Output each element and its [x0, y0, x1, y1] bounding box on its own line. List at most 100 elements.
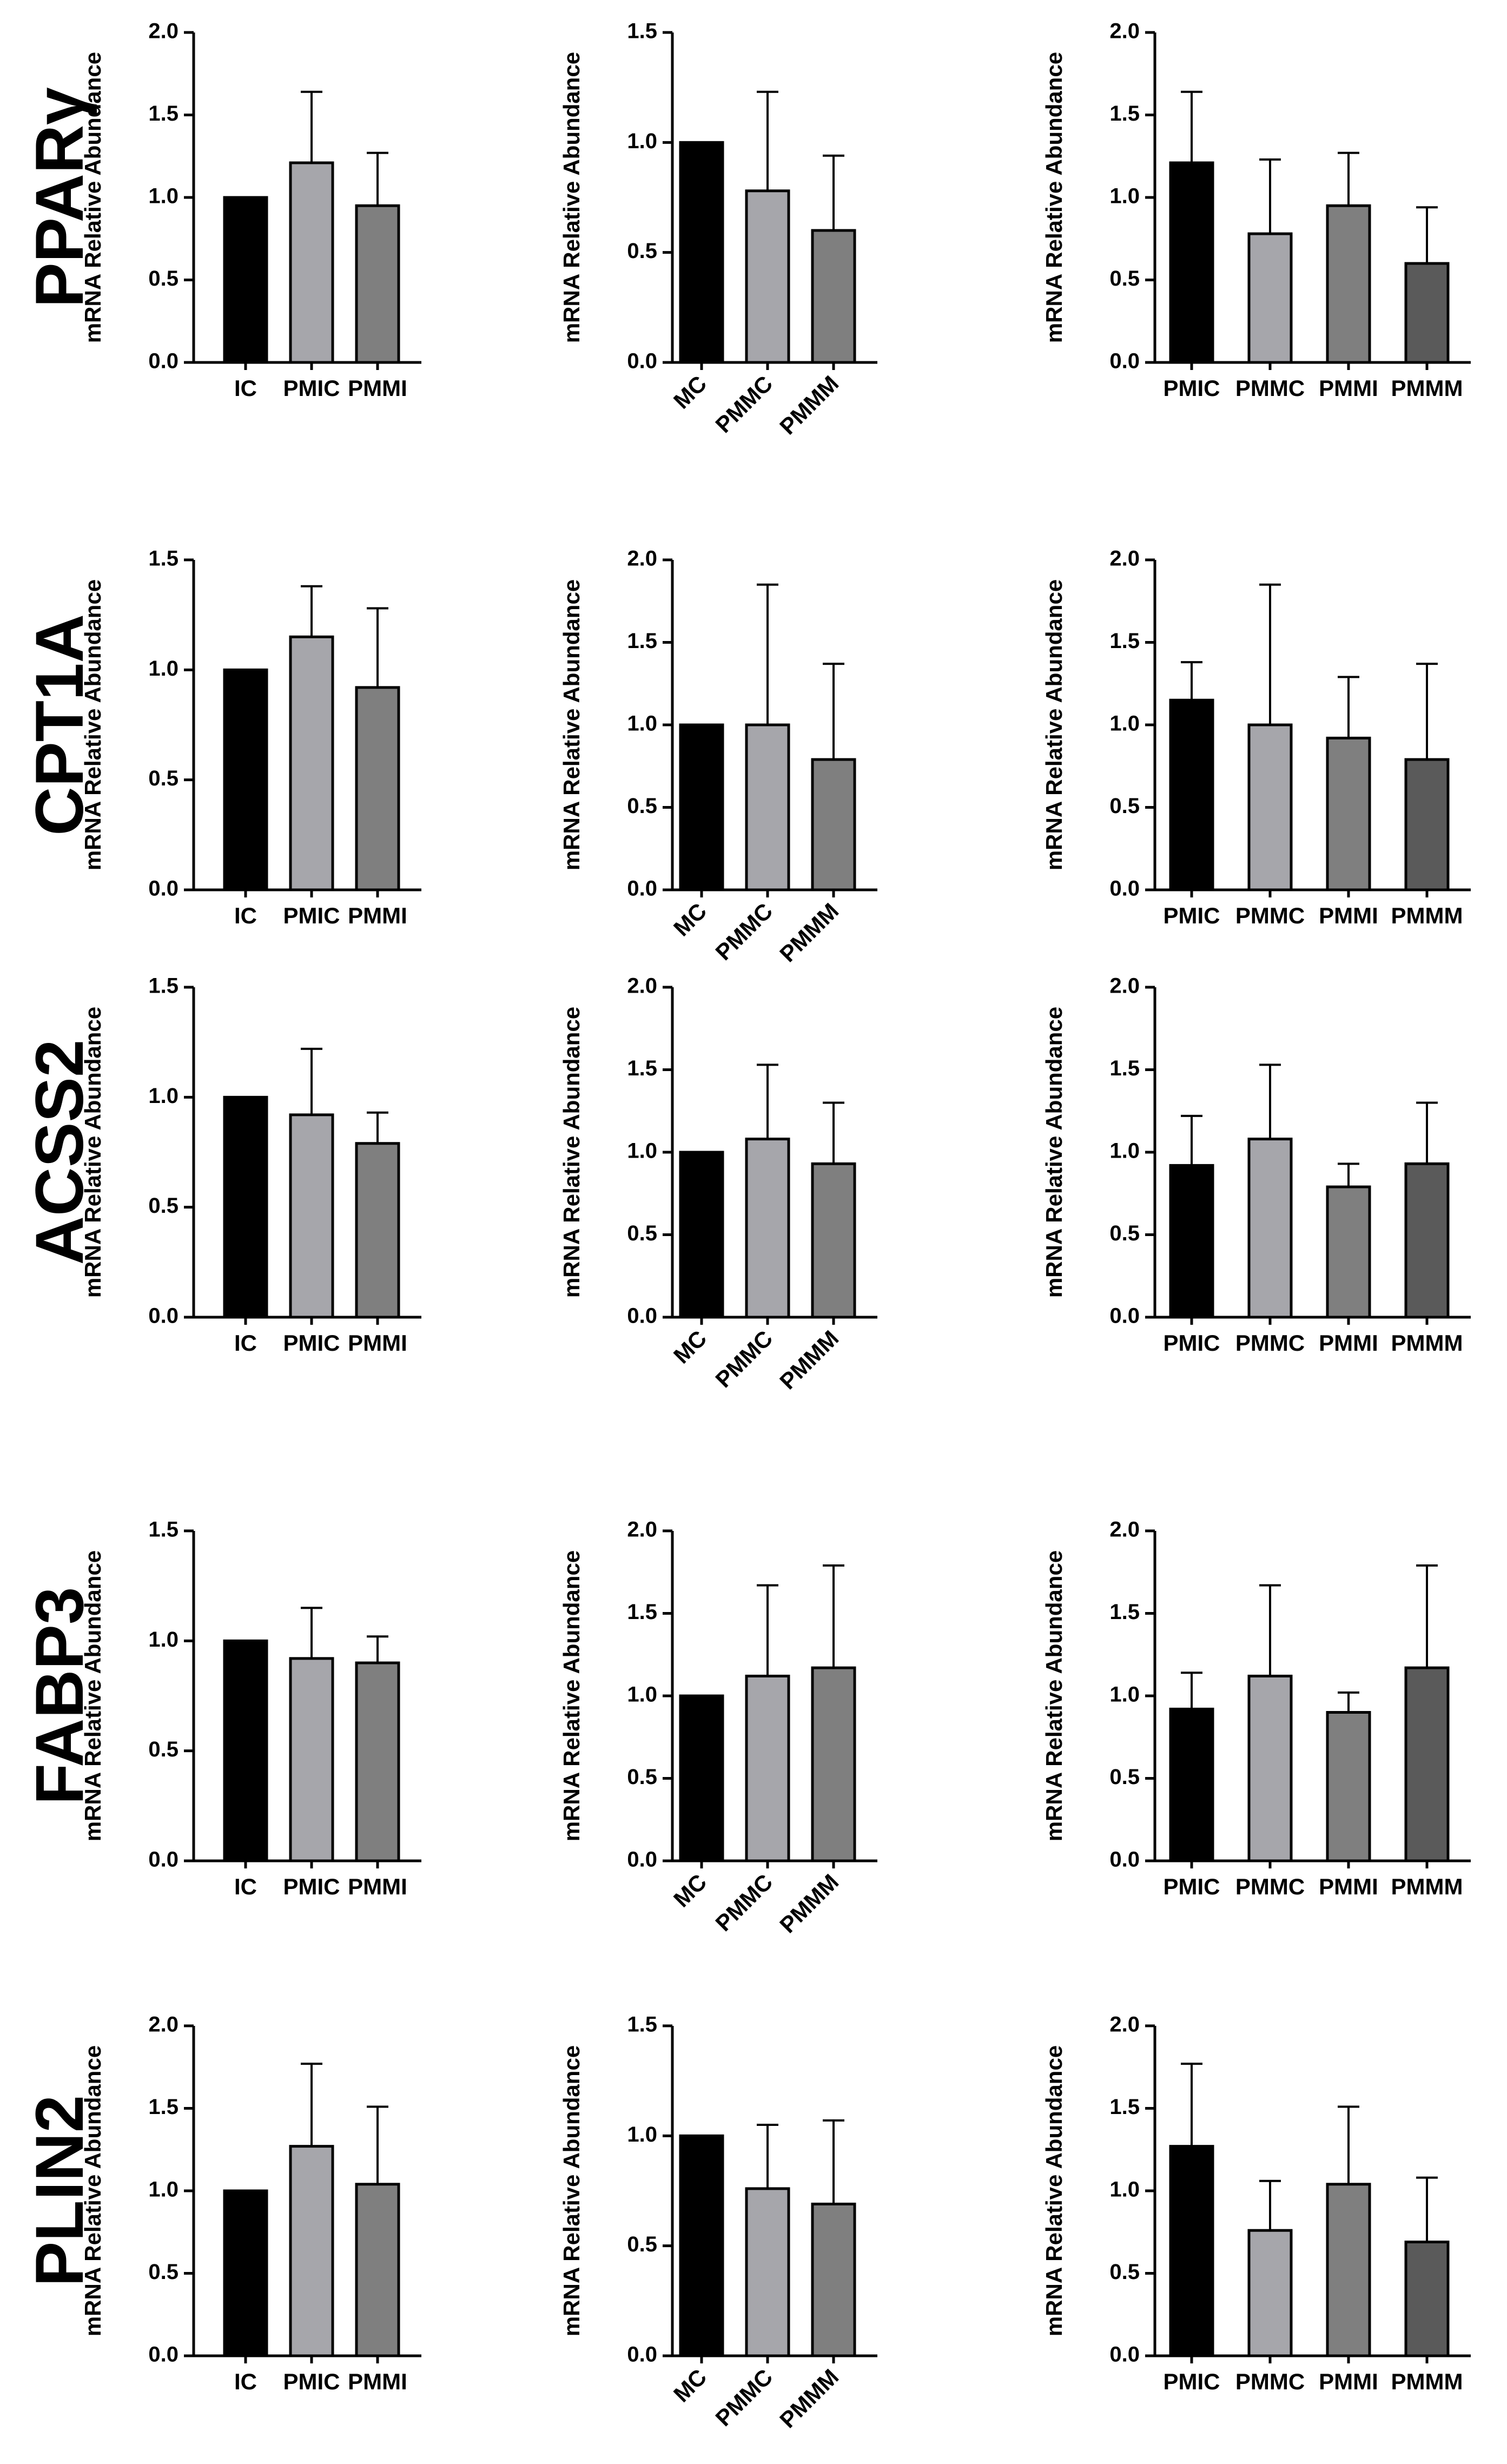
y-tick-label: 1.0 — [627, 1139, 657, 1163]
bar-pmic — [1169, 2145, 1214, 2357]
bar-pmic — [1169, 161, 1214, 364]
x-tick-label: PMIC — [1164, 375, 1220, 401]
bar-mc — [679, 141, 724, 364]
x-tick-label: PMIC — [283, 903, 340, 928]
y-tick-label: 1.0 — [1109, 712, 1140, 736]
x-tick-label: PMMI — [348, 375, 407, 401]
y-tick-label: 2.0 — [627, 974, 657, 998]
y-axis-label: mRNA Relative Abundance — [80, 1550, 105, 1841]
bar-pmmm — [1404, 2241, 1450, 2357]
y-tick-label: 1.0 — [148, 2178, 179, 2202]
y-axis-label: mRNA Relative Abundance — [559, 579, 584, 870]
y-tick-label: 1.0 — [627, 2123, 657, 2146]
x-tick-label: IC — [234, 375, 257, 401]
bar-pmmi — [1326, 1185, 1371, 1319]
chart-acss2-1: mRNA Relative Abundance 0.0 0.5 1.0 1.5 IC PMI… — [80, 974, 421, 1356]
x-tick-label: IC — [234, 903, 257, 928]
bar-pmmi — [1326, 1711, 1371, 1862]
y-tick-label: 1.0 — [148, 1084, 179, 1108]
bar-pmmm — [811, 758, 856, 891]
bar-pmmm — [1404, 1666, 1450, 1862]
y-axis-label: mRNA Relative Abundance — [1041, 579, 1067, 870]
gene-label-pparg: PPARγ — [22, 87, 97, 308]
gene-label-cpt1a: CPT1A — [22, 614, 97, 836]
bar-pmmc — [1247, 2229, 1293, 2357]
y-tick-label: 1.5 — [1109, 102, 1140, 125]
y-tick-label: 0.5 — [148, 1194, 179, 1218]
y-tick-label: 0.0 — [1109, 877, 1140, 901]
y-tick-label: 0.5 — [627, 794, 657, 818]
x-tick-label: PMMI — [348, 1330, 407, 1356]
y-tick-label: 1.5 — [1109, 1600, 1140, 1624]
chart-plin2-1: mRNA Relative Abundance 0.0 0.5 1.0 1.5 2.0 IC… — [80, 2013, 421, 2394]
y-tick-label: 0.0 — [148, 1304, 179, 1328]
bar-pmmm — [811, 1666, 856, 1862]
y-tick-label: 1.0 — [627, 712, 657, 736]
y-tick-label: 0.0 — [627, 1304, 657, 1328]
bar-pmmc — [1247, 1138, 1293, 1319]
x-tick-label: PMMM — [1391, 903, 1463, 928]
y-tick-label: 0.5 — [1109, 1765, 1140, 1789]
y-tick-label: 0.0 — [1109, 2343, 1140, 2367]
y-tick-label: 0.5 — [148, 1738, 179, 1761]
y-tick-label: 1.5 — [148, 974, 179, 998]
chart-cpt1a-2: mRNA Relative Abundance 0.0 0.5 1.0 1.5 2.0 MC… — [559, 547, 877, 967]
y-axis-label: mRNA Relative Abundance — [559, 1550, 584, 1841]
x-tick-label: PMMC — [710, 898, 777, 965]
chart-acss2-2: mRNA Relative Abundance 0.0 0.5 1.0 1.5 2.0 MC… — [559, 974, 877, 1394]
x-tick-label: PMMI — [1319, 1330, 1378, 1356]
x-tick-label: PMMC — [1235, 2369, 1305, 2394]
y-tick-label: 1.5 — [627, 1056, 657, 1080]
x-tick-label: PMMM — [775, 898, 843, 967]
y-tick-label: 1.0 — [1109, 1683, 1140, 1707]
bar-pmmm — [811, 229, 856, 364]
x-tick-label: PMMI — [348, 2369, 407, 2394]
y-tick-label: 0.0 — [627, 2343, 657, 2367]
y-axis-label: mRNA Relative Abundance — [80, 52, 105, 343]
gene-label-plin2: PLIN2 — [22, 2095, 97, 2287]
bar-pmmc — [745, 1138, 790, 1319]
y-tick-label: 1.5 — [1109, 629, 1140, 653]
chart-fabp3-2: mRNA Relative Abundance 0.0 0.5 1.0 1.5 2.0 MC… — [559, 1518, 877, 1938]
x-tick-label: PMMM — [775, 2364, 843, 2433]
bar-pmic — [289, 1113, 334, 1319]
bar-pmmc — [745, 1674, 790, 1862]
y-tick-label: 0.5 — [627, 1221, 657, 1245]
x-tick-label: PMMC — [710, 2364, 777, 2431]
bar-ic — [223, 1639, 268, 1862]
chart-plin2-2: mRNA Relative Abundance0.00.51.01.5MCPMM… — [559, 2013, 877, 2433]
y-tick-label: 0.0 — [148, 349, 179, 373]
bar-pmic — [1169, 1164, 1214, 1319]
y-tick-label: 1.5 — [148, 102, 179, 125]
y-tick-label: 2.0 — [148, 2013, 179, 2037]
bar-pmmc — [745, 189, 790, 364]
bar-pmmc — [1247, 723, 1293, 891]
x-tick-label: MC — [669, 1869, 711, 1912]
y-tick-label: 0.0 — [1109, 349, 1140, 373]
gene-label-fabp3: FABP3 — [22, 1587, 97, 1805]
x-tick-label: PMMI — [1319, 1874, 1378, 1899]
x-tick-label: PMMM — [775, 1325, 843, 1394]
y-tick-label: 1.5 — [148, 2095, 179, 2119]
x-tick-label: MC — [669, 371, 711, 413]
bar-pmmc — [1247, 232, 1293, 364]
y-tick-label: 1.5 — [627, 2013, 657, 2037]
x-tick-label: PMIC — [283, 1330, 340, 1356]
bar-pmmm — [1404, 262, 1450, 364]
y-tick-label: 0.0 — [627, 349, 657, 373]
y-axis-label: mRNA Relative Abundance — [559, 2045, 584, 2336]
x-tick-label: IC — [234, 2369, 257, 2394]
x-tick-label: PMMI — [1319, 2369, 1378, 2394]
x-tick-label: PMMC — [1235, 1874, 1305, 1899]
y-tick-label: 1.5 — [627, 629, 657, 653]
bar-pmmi — [1326, 204, 1371, 364]
y-tick-label: 0.0 — [148, 877, 179, 901]
y-tick-label: 0.5 — [1109, 1221, 1140, 1245]
x-tick-label: PMIC — [283, 375, 340, 401]
y-axis-label: mRNA Relative Abundance — [1041, 52, 1067, 343]
y-axis-label: mRNA Relative Abundance — [1041, 2045, 1067, 2336]
y-tick-label: 1.0 — [148, 184, 179, 208]
bar-pmmi — [355, 1661, 400, 1862]
x-tick-label: MC — [669, 1325, 711, 1368]
x-tick-label: PMMM — [1391, 1874, 1463, 1899]
